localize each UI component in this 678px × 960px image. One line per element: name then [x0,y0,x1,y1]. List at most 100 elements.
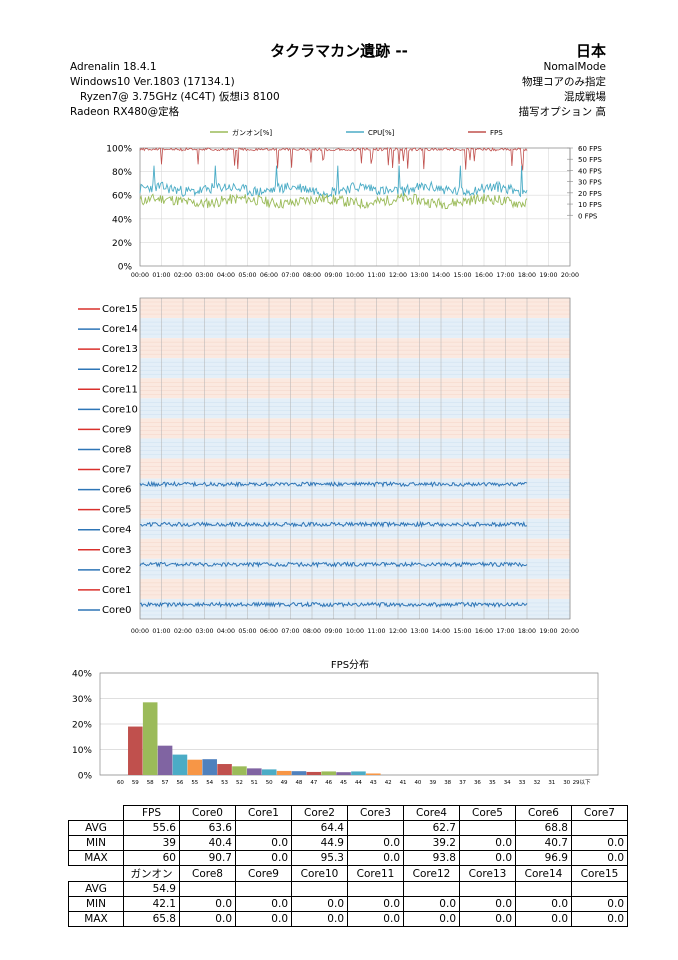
table-cell: 95.3 [291,850,348,866]
y2-tick-label: 0 FPS [578,212,598,220]
x-tick-label: 07:00 [281,272,299,279]
table-row: MIN 39 40.4 0.0 44.9 0.0 39.2 0.0 40.7 0.0 [68,835,628,851]
x-tick-label: 02:00 [174,272,192,279]
x-tick-label: 09:00 [324,628,342,635]
table-cell: 0.0 [459,911,516,927]
table-cell [235,881,292,897]
plot-area [139,297,571,620]
table-cell: 60 [123,850,180,866]
x-tick-label: 20:00 [561,628,579,635]
table-cell: 0.0 [515,896,572,912]
legend-label: Core11 [102,384,138,395]
table-cell: 62.7 [403,820,460,836]
y2-tick-label: 10 FPS [578,201,602,209]
legend-label: Core15 [102,304,138,315]
y2-tick-label: 50 FPS [578,156,602,164]
core-usage-line [139,480,528,488]
table-row: MAX 60 90.7 0.0 95.3 0.0 93.8 0.0 96.9 0.0 [68,850,628,866]
stats-table: FPS Core0 Core1 Core2 Core3 Core4 Core5 Core6 Co… [68,805,628,927]
table-cell: Core9 [235,865,292,882]
fps-bar [187,759,203,775]
x-tick-label: 41 [400,780,407,786]
table-cell: 0.0 [179,896,236,912]
table-cell: Core15 [571,865,628,882]
x-tick-label: 15:00 [453,628,471,635]
table-cell: 0.0 [571,911,628,927]
legend-label: Core0 [102,605,132,616]
x-tick-label: 08:00 [303,272,321,279]
x-tick-label: 01:00 [152,628,170,635]
core-setting-line: 物理コアのみ指定 [522,76,606,88]
x-tick-label: 06:00 [260,272,278,279]
legend-label: ガンオン[%] [232,128,272,137]
x-tick-label: 56 [176,780,183,786]
table-cell: 0.0 [515,911,572,927]
table-cell: 64.4 [291,820,348,836]
x-tick-label: 17:00 [496,628,514,635]
fps-bar [336,772,351,775]
y-tick-label: 10% [72,746,92,756]
x-tick-label: 12:00 [389,628,407,635]
legend-label: Core14 [102,324,138,335]
y-tick-label: 40% [72,670,92,680]
legend-label: Core1 [102,585,132,596]
y-tick-label: 0% [78,772,93,782]
table-cell: 40.7 [515,835,572,851]
table-cell [68,865,124,882]
table-cell: Core14 [515,865,572,882]
x-tick-label: 54 [206,780,213,786]
legend-label: CPU[%] [368,129,395,137]
series-line-cpu [139,165,528,198]
legend-label: Core7 [102,465,132,476]
table-row: AVG 55.6 63.6 64.4 62.7 68.8 [68,820,628,836]
table-cell: Core3 [347,805,404,821]
core-usage-line [139,520,528,529]
table-cell [347,820,404,836]
x-tick-label: 45 [340,780,347,786]
x-tick-label: 06:00 [260,628,278,635]
table-cell [347,881,404,897]
table-cell: 93.8 [403,850,460,866]
fps-bar [321,771,336,775]
table-cell: 0.0 [291,911,348,927]
quality-line: 描写オプション 高 [518,106,606,118]
core-usage-line [139,600,528,609]
x-tick-label: 11:00 [367,272,385,279]
x-tick-label: 57 [162,780,169,786]
driver-line: Adrenalin 18.4.1 [70,61,157,73]
mode-line: NomalMode [543,61,606,73]
table-cell: 0.0 [235,911,292,927]
x-tick-label: 47 [310,780,317,786]
x-tick-label: 48 [295,780,302,786]
table-cell [571,820,628,836]
x-tick-label: 11:00 [367,628,385,635]
x-tick-label: 05:00 [238,272,256,279]
x-tick-label: 10:00 [346,628,364,635]
x-tick-label: 00:00 [131,628,149,635]
fps-bar [247,768,262,775]
table-header-row: FPS Core0 Core1 Core2 Core3 Core4 Core5 Core6 Co… [68,805,628,821]
legend-label: Core2 [102,565,132,576]
x-tick-label: 44 [355,780,362,786]
fps-bar [366,773,381,775]
x-tick-label: 49 [281,780,288,786]
table-cell: 0.0 [571,850,628,866]
battlefield-line: 混成戦場 [564,91,606,103]
table-cell: MIN [68,896,124,912]
x-tick-label: 10:00 [346,272,364,279]
x-tick-label: 59 [132,780,139,786]
series-line-ganon [139,192,528,210]
table-cell [179,881,236,897]
table-cell: 96.9 [515,850,572,866]
legend-label: Core5 [102,505,132,516]
x-tick-label: 52 [236,780,243,786]
fps-bar [232,766,247,775]
x-tick-label: 34 [504,780,511,786]
x-tick-label: 14:00 [432,628,450,635]
table-cell: Core10 [291,865,348,882]
legend-label: Core8 [102,444,132,455]
y-tick-label: 20% [72,721,92,731]
table-cell [459,881,516,897]
fps-bar [172,754,188,775]
x-tick-label: 53 [221,780,228,786]
